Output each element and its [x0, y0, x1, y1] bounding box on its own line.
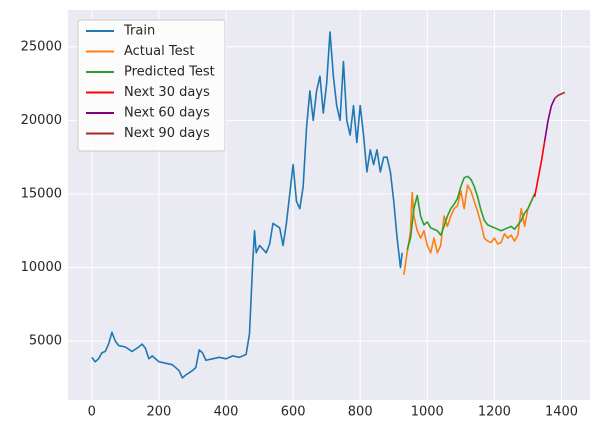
legend-label: Actual Test [124, 44, 194, 59]
x-tick-label: 800 [348, 405, 373, 420]
series-line [554, 91, 566, 99]
legend-label: Predicted Test [124, 65, 215, 80]
series-line [91, 31, 403, 379]
legend: Train Actual Test Predicted Test Next 30 da… [77, 19, 226, 152]
legend-label: Next 30 days [124, 85, 210, 100]
x-tick-label: 600 [281, 405, 306, 420]
x-tick-label: 1400 [545, 405, 578, 420]
legend-box [77, 19, 226, 152]
y-tick-label: 20000 [21, 113, 62, 128]
y-tick-label: 15000 [21, 186, 62, 201]
series-line [543, 97, 556, 142]
series-line [403, 184, 536, 276]
legend-label: Train [123, 24, 155, 39]
x-tick-label: 400 [214, 405, 239, 420]
x-tick-label: 200 [146, 405, 171, 420]
y-tick-label: 5000 [29, 334, 62, 349]
series-line [406, 175, 536, 251]
y-tick-label: 25000 [21, 39, 62, 54]
x-tick-label: 1000 [411, 405, 444, 420]
legend-label: Next 60 days [124, 106, 210, 121]
x-tick-label: 0 [88, 405, 96, 420]
series-line [533, 140, 546, 198]
legend-label: Next 90 days [124, 126, 210, 141]
y-tick-label: 10000 [21, 260, 62, 275]
x-tick-label: 1200 [478, 405, 511, 420]
